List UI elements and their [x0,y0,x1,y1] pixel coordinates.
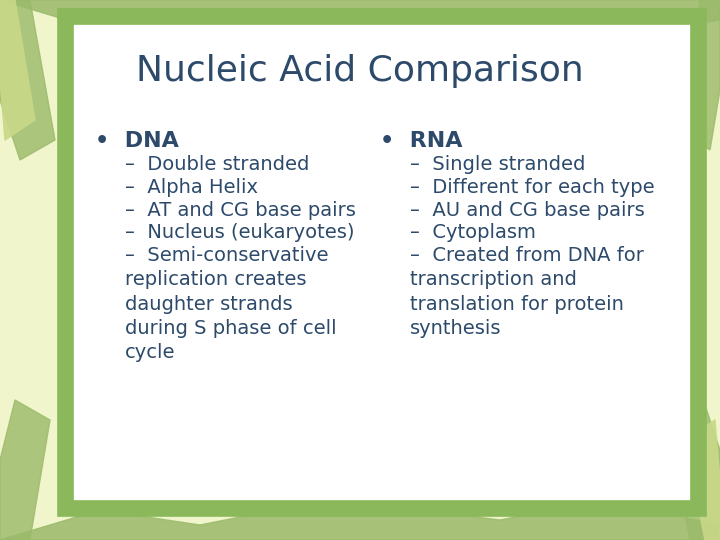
Text: –  Different for each type: – Different for each type [410,178,654,197]
Polygon shape [0,400,50,540]
FancyBboxPatch shape [65,16,698,508]
Text: –  AT and CG base pairs: – AT and CG base pairs [125,201,356,220]
Polygon shape [0,0,55,160]
Text: •  RNA: • RNA [380,131,462,151]
Text: –  Alpha Helix: – Alpha Helix [125,178,258,197]
Text: –  AU and CG base pairs: – AU and CG base pairs [410,201,644,220]
Text: Nucleic Acid Comparison: Nucleic Acid Comparison [136,54,584,88]
Polygon shape [0,0,35,140]
Polygon shape [0,0,720,50]
Polygon shape [685,420,720,540]
Text: –  Created from DNA for
transcription and
translation for protein
synthesis: – Created from DNA for transcription and… [410,246,644,338]
Polygon shape [680,0,720,150]
Polygon shape [665,390,720,540]
Text: –  Cytoplasm: – Cytoplasm [410,224,536,242]
Text: –  Nucleus (eukaryotes): – Nucleus (eukaryotes) [125,224,354,242]
Text: –  Double stranded: – Double stranded [125,155,309,174]
Text: –  Single stranded: – Single stranded [410,155,585,174]
Text: –  Semi-conservative
replication creates
daughter strands
during S phase of cell: – Semi-conservative replication creates … [125,246,336,362]
Text: •  DNA: • DNA [95,131,179,151]
Polygon shape [0,490,720,540]
